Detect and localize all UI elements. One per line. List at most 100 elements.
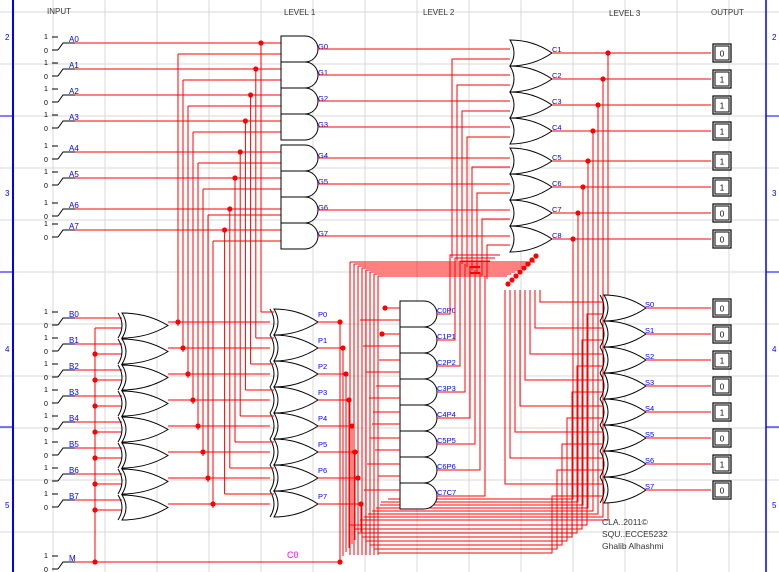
output-probe-inner [714, 404, 730, 420]
gate-label-p7: P7 [318, 492, 327, 501]
wire [378, 495, 604, 554]
input-switch-b6[interactable]: B6 [69, 466, 79, 475]
toggle-switch[interactable] [57, 473, 75, 482]
xor-gate-p5-xor-arc [269, 438, 275, 466]
input-switch-m[interactable]: M [69, 554, 76, 563]
input-switch-b5[interactable]: B5 [69, 440, 79, 449]
output-value: 0 [720, 331, 725, 340]
input-switch-b2[interactable]: B2 [69, 362, 79, 371]
xor-gate-b7 [121, 494, 169, 521]
output-probe-inner [714, 205, 730, 221]
toggle-switch[interactable] [57, 151, 75, 160]
wire [529, 290, 604, 355]
output-probe-inner [714, 45, 730, 61]
xor-gate-b4-xor-arc [117, 416, 123, 443]
toggle-switch[interactable] [57, 208, 75, 217]
junction-dot [337, 559, 343, 565]
output-probe [712, 151, 732, 171]
input-switch-a6[interactable]: A6 [69, 201, 79, 210]
gate-label-p4: P4 [318, 414, 327, 423]
output-value: 1 [720, 128, 725, 137]
input-switch-a3[interactable]: A3 [69, 113, 79, 122]
input-switch-b4[interactable]: B4 [69, 414, 79, 423]
wire [437, 263, 485, 393]
output-probe-inner [714, 179, 730, 195]
output-probe [712, 298, 732, 318]
input-switch-a0[interactable]: A0 [69, 35, 79, 44]
xor-gate-p3 [273, 386, 319, 414]
wire [456, 84, 510, 261]
output-probe [712, 428, 732, 448]
input-switch-a4[interactable]: A4 [69, 144, 79, 153]
and-gate-c4p4 [399, 404, 438, 432]
junction-dot [340, 345, 346, 351]
gate-label-s3: S3 [645, 378, 654, 387]
junction-dot [379, 331, 385, 337]
output-probe-inner [714, 378, 730, 394]
output-value: 1 [720, 102, 725, 111]
toggle-switch[interactable] [57, 499, 75, 508]
junction-dot [517, 269, 523, 275]
junction-dot [529, 257, 535, 263]
output-value: 0 [720, 305, 725, 314]
switch-label-0: 0 [44, 100, 48, 107]
toggle-switch[interactable] [57, 421, 75, 430]
row-marker-left: 5 [5, 501, 10, 510]
toggle-switch[interactable] [57, 229, 75, 238]
gate-label-s5: S5 [645, 430, 654, 439]
wire [437, 260, 490, 367]
input-switch-a2[interactable]: A2 [69, 87, 79, 96]
and-gate-g0 [280, 35, 319, 63]
switch-label-0: 0 [44, 567, 48, 572]
output-probe [712, 350, 732, 370]
toggle-switch[interactable] [57, 395, 75, 404]
input-switch-b3[interactable]: B3 [69, 388, 79, 397]
junction-dot [358, 501, 364, 507]
output-probe [712, 43, 732, 63]
and-gate-c2p2 [399, 352, 438, 380]
toggle-switch[interactable] [57, 561, 75, 570]
row-marker-left: 4 [5, 345, 10, 354]
toggle-switch[interactable] [57, 317, 75, 326]
toggle-switch[interactable] [57, 68, 75, 77]
wire [476, 192, 510, 273]
toggle-switch[interactable] [57, 42, 75, 51]
wire [362, 391, 604, 538]
input-switch-b7[interactable]: B7 [69, 492, 79, 501]
toggle-switch[interactable] [57, 94, 75, 103]
input-switch-b0[interactable]: B0 [69, 310, 79, 319]
output-probe [712, 177, 732, 197]
output-value: 1 [720, 158, 725, 167]
input-switch-b1[interactable]: B1 [69, 336, 79, 345]
input-switch-a1[interactable]: A1 [69, 61, 79, 70]
and-gate-c6p6 [399, 456, 438, 484]
switch-label-1: 1 [44, 413, 48, 420]
wire [376, 259, 589, 509]
switch-label-0: 0 [44, 183, 48, 190]
junction-dot [190, 397, 196, 403]
switch-label-0: 0 [44, 126, 48, 133]
gate-label-cp2: C2P2 [437, 358, 456, 367]
xor-gate-b5-xor-arc [117, 442, 123, 469]
gate-label-cp3: C3P3 [437, 384, 456, 393]
xor-gate-s3-xor-arc [599, 372, 605, 400]
xor-gate-b2-xor-arc [117, 364, 123, 391]
gate-label-s4: S4 [645, 404, 654, 413]
xor-gate-b1 [121, 338, 169, 365]
toggle-switch[interactable] [57, 343, 75, 352]
wire [384, 261, 579, 503]
gate-label-c6: C6 [552, 179, 562, 188]
switch-label-0: 0 [44, 74, 48, 81]
toggle-switch[interactable] [57, 369, 75, 378]
toggle-switch[interactable] [57, 120, 75, 129]
wire [372, 258, 594, 512]
toggle-switch[interactable] [57, 447, 75, 456]
input-switch-a5[interactable]: A5 [69, 170, 79, 179]
input-switch-a7[interactable]: A7 [69, 222, 79, 231]
toggle-switch[interactable] [57, 177, 75, 186]
junction-dot [505, 281, 511, 287]
junction-dot [180, 345, 186, 351]
switch-label-1: 1 [44, 491, 48, 498]
junction-dot [346, 397, 352, 403]
wire [524, 290, 604, 381]
